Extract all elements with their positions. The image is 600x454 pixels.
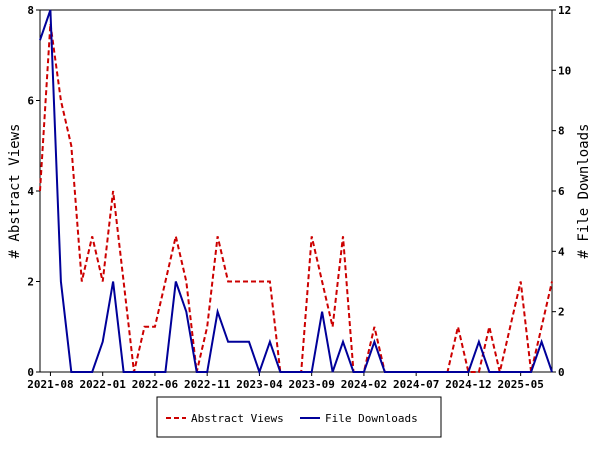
right-axis-ticks: 0 2 4 6 8 10 12 xyxy=(552,4,571,379)
right-tick-label: 8 xyxy=(558,125,565,138)
left-tick-label: 4 xyxy=(27,185,34,198)
right-tick-label: 4 xyxy=(558,245,565,258)
left-axis-title: # Abstract Views xyxy=(7,124,23,259)
x-tick-label: 2024-12 xyxy=(445,378,491,391)
series-line-file-downloads xyxy=(39,9,553,376)
x-tick-label: 2024-07 xyxy=(393,378,439,391)
legend-label-abstract-views: Abstract Views xyxy=(191,412,284,425)
right-tick-label: 0 xyxy=(558,366,565,379)
left-tick-label: 8 xyxy=(27,4,34,17)
x-tick-label: 2022-11 xyxy=(184,378,231,391)
x-tick-label: 2023-04 xyxy=(236,378,283,391)
left-tick-label: 0 xyxy=(27,366,34,379)
legend-box xyxy=(156,396,442,438)
right-tick-label: 12 xyxy=(558,4,571,17)
legend: Abstract Views File Downloads xyxy=(156,396,442,438)
left-axis-ticks: 0 2 4 6 8 xyxy=(27,4,40,379)
series-layer xyxy=(39,9,553,376)
x-tick-label: 2023-09 xyxy=(288,378,334,391)
x-axis-ticks: 2021-08 2022-01 2022-06 2022-11 2023-04 2023-… xyxy=(27,372,544,391)
right-tick-label: 10 xyxy=(558,64,571,77)
x-tick-label: 2025-05 xyxy=(497,378,543,391)
x-tick-label: 2021-08 xyxy=(27,378,73,391)
x-tick-label: 2022-06 xyxy=(132,378,179,391)
left-tick-label: 6 xyxy=(27,95,34,108)
right-tick-label: 6 xyxy=(558,185,565,198)
right-axis-title: # File Downloads xyxy=(576,124,592,259)
left-tick-label: 2 xyxy=(27,276,34,289)
right-tick-label: 2 xyxy=(558,306,565,319)
x-tick-label: 2024-02 xyxy=(341,378,387,391)
x-tick-label: 2022-01 xyxy=(80,378,127,391)
legend-label-file-downloads: File Downloads xyxy=(325,412,418,425)
